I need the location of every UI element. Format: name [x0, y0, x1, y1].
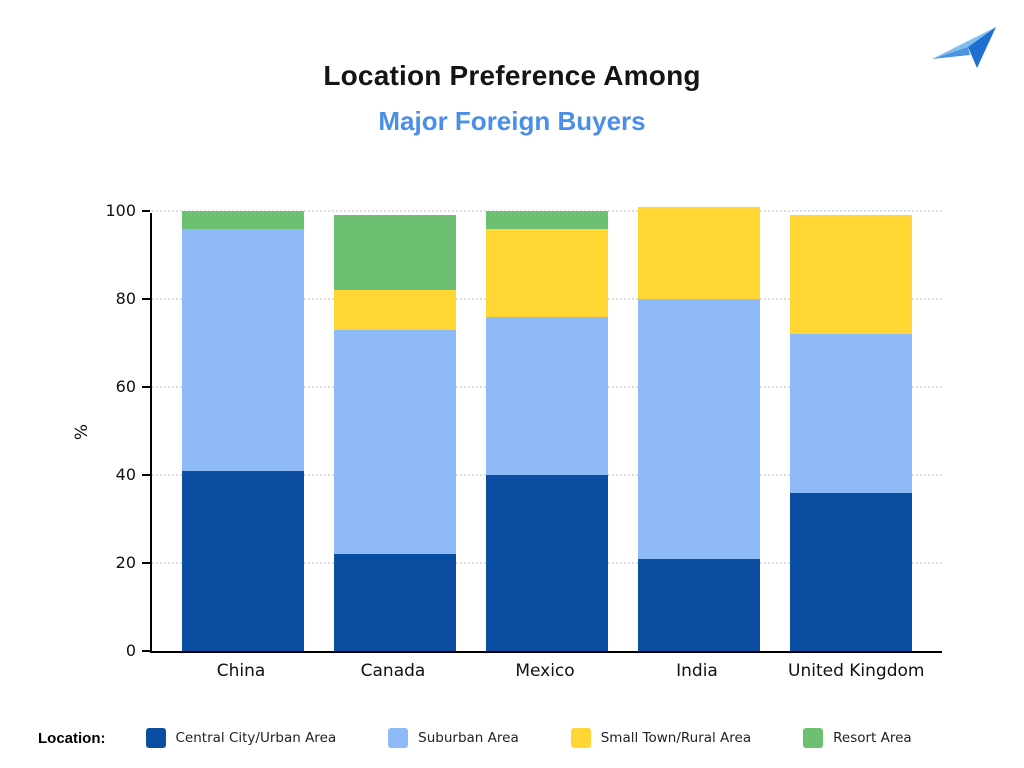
gridline — [152, 210, 942, 212]
legend-item: Small Town/Rural Area — [570, 728, 752, 748]
stacked-bar-india — [638, 206, 760, 651]
y-tick-label: 20 — [115, 553, 136, 572]
legend-title: Location: — [38, 729, 106, 747]
y-tick-mark — [142, 298, 150, 300]
y-tick-mark — [142, 650, 150, 652]
y-tick-mark — [142, 386, 150, 388]
x-axis-category-label: India — [676, 661, 718, 681]
bar-segment — [334, 329, 456, 555]
legend-swatch — [145, 728, 166, 748]
legend-swatch — [570, 728, 591, 748]
plot-area: 0 20 40 60 80 100 — [105, 201, 942, 660]
stacked-bar-mexico — [486, 211, 608, 651]
paper-plane-logo-icon — [932, 26, 998, 72]
legend-bar: Location: Central City/Urban Area Suburba… — [0, 708, 1024, 768]
legend-item-label: Suburban Area — [418, 730, 519, 746]
bar-segment — [638, 299, 760, 559]
stacked-bar-canada — [334, 215, 456, 651]
y-tick-mark — [142, 474, 150, 476]
x-axis-category-label: Canada — [360, 661, 426, 681]
y-tick-label: 60 — [115, 377, 136, 396]
y-tick-label: 40 — [115, 465, 136, 484]
chart-title-line1: Location Preference Among — [323, 60, 701, 91]
legend-swatch — [388, 728, 409, 748]
bar-segment — [638, 558, 760, 651]
x-axis-category-label: China — [216, 661, 266, 681]
bar-segment — [182, 211, 304, 229]
bar-segment — [486, 475, 608, 651]
bar-segment — [182, 470, 304, 651]
legend-item-label: Central City/Urban Area — [175, 730, 337, 746]
bar-segment — [334, 215, 456, 291]
bar-segment — [334, 554, 456, 651]
bar-segment — [486, 211, 608, 229]
bar-segment — [638, 206, 760, 300]
legend-items: Central City/Urban Area Suburban Area Smal… — [145, 728, 912, 748]
y-tick-label: 0 — [125, 641, 136, 660]
x-axis-category-label: Mexico — [515, 661, 575, 681]
bars-container — [152, 206, 942, 651]
stacked-bar-china — [182, 211, 304, 651]
x-axis-labels: China Canada Mexico India United Kingdom — [150, 661, 940, 681]
bar-segment — [486, 228, 608, 317]
legend-swatch — [803, 728, 824, 748]
bar-segment — [334, 290, 456, 330]
legend-item: Central City/Urban Area — [145, 728, 337, 748]
bar-segment — [790, 215, 912, 335]
y-axis-label: % — [72, 423, 93, 441]
y-tick-mark — [142, 562, 150, 564]
stacked-bar-united-kingdom — [790, 215, 912, 651]
legend-item-label: Resort Area — [833, 730, 912, 746]
y-tick-label: 80 — [115, 289, 136, 308]
y-tick-mark — [142, 210, 150, 212]
bar-segment — [182, 228, 304, 471]
y-tick-label: 100 — [105, 201, 136, 220]
bar-segment — [790, 334, 912, 493]
x-axis-category-label: United Kingdom — [788, 661, 925, 681]
bar-segment — [486, 316, 608, 475]
legend-item-label: Small Town/Rural Area — [600, 730, 752, 746]
legend-item: Suburban Area — [388, 728, 519, 748]
bar-segment — [790, 492, 912, 651]
legend-item: Resort Area — [803, 728, 912, 748]
chart-title-line2: Major Foreign Buyers — [378, 106, 646, 136]
